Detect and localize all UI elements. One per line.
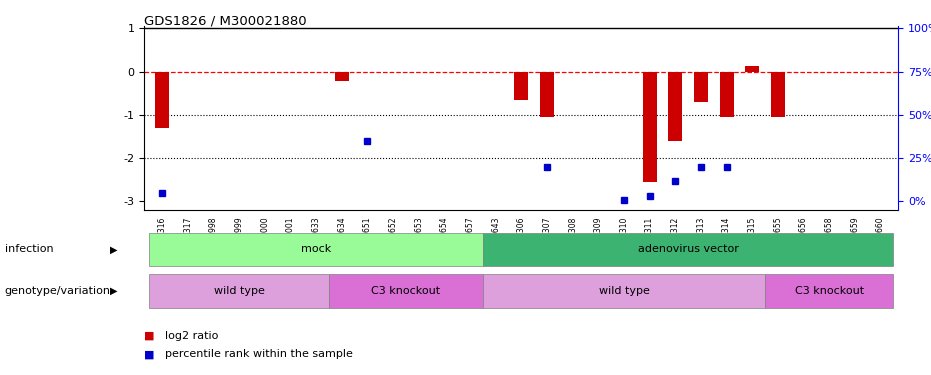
Bar xyxy=(150,274,329,308)
Bar xyxy=(745,66,760,72)
Text: infection: infection xyxy=(5,244,53,254)
Bar xyxy=(668,72,682,141)
Text: ■: ■ xyxy=(144,331,155,340)
Text: C3 knockout: C3 knockout xyxy=(794,286,864,296)
Text: wild type: wild type xyxy=(599,286,650,296)
Text: log2 ratio: log2 ratio xyxy=(165,331,218,340)
Bar xyxy=(642,72,656,182)
Text: percentile rank within the sample: percentile rank within the sample xyxy=(165,350,353,359)
Bar xyxy=(720,72,734,117)
Bar xyxy=(771,72,785,117)
Text: mock: mock xyxy=(301,244,331,254)
Text: adenovirus vector: adenovirus vector xyxy=(638,244,738,254)
Text: ■: ■ xyxy=(144,350,155,359)
Bar xyxy=(765,274,893,308)
Text: genotype/variation: genotype/variation xyxy=(5,286,111,296)
Bar xyxy=(694,72,708,102)
Text: ▶: ▶ xyxy=(110,244,117,254)
Bar xyxy=(483,232,893,266)
Bar xyxy=(335,72,349,81)
Text: C3 knockout: C3 knockout xyxy=(371,286,440,296)
Bar xyxy=(483,274,765,308)
Bar xyxy=(540,72,554,117)
Bar xyxy=(155,72,169,128)
Text: wild type: wild type xyxy=(214,286,264,296)
Text: ▶: ▶ xyxy=(110,286,117,296)
Bar xyxy=(329,274,483,308)
Text: GDS1826 / M300021880: GDS1826 / M300021880 xyxy=(144,15,307,28)
Bar xyxy=(150,232,483,266)
Bar xyxy=(514,72,529,100)
